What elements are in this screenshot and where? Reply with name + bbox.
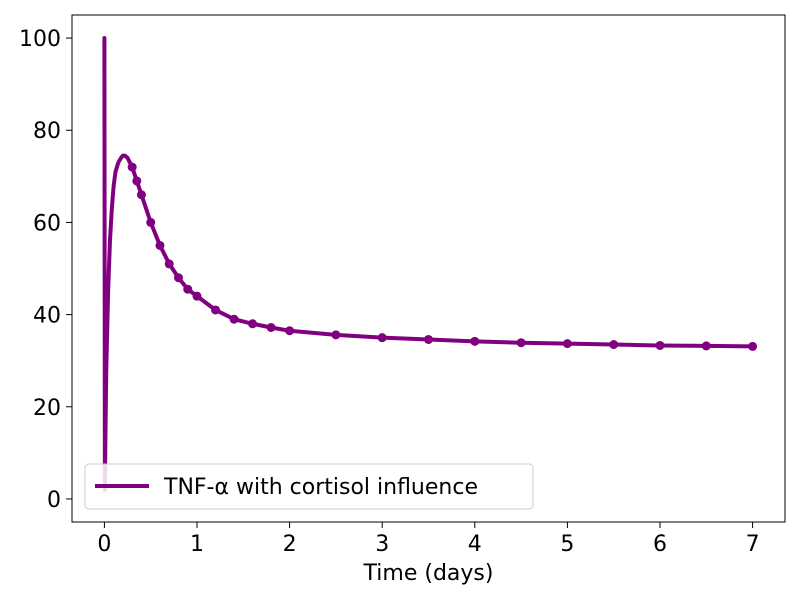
series-point	[146, 217, 156, 227]
plot-frame	[71, 14, 786, 523]
y-tick-label: 100	[19, 27, 61, 52]
series-point	[136, 190, 146, 200]
series-point	[192, 291, 202, 301]
series-point	[173, 273, 183, 283]
x-tick-label: 5	[560, 532, 574, 557]
series-point	[655, 340, 665, 350]
series-point	[155, 240, 165, 250]
y-tick-label: 20	[33, 396, 61, 421]
x-tick-label: 1	[190, 532, 204, 557]
x-tick-label: 3	[375, 532, 389, 557]
series-point	[748, 341, 758, 351]
y-axis: 0 20 40 60 80 100	[19, 27, 72, 513]
y-tick-label: 0	[47, 488, 61, 513]
series-point	[127, 162, 137, 172]
series-line	[102, 36, 755, 492]
x-tick-label: 6	[653, 532, 667, 557]
series-point	[266, 322, 276, 332]
series-point	[609, 340, 619, 350]
x-tick-label: 2	[283, 532, 297, 557]
series-point	[470, 336, 480, 346]
series-point	[183, 284, 193, 294]
series-point	[248, 319, 258, 329]
series-point	[285, 326, 295, 336]
series-point	[516, 338, 526, 348]
series-point	[229, 314, 239, 324]
x-tick-label: 7	[746, 532, 760, 557]
plot-background	[72, 15, 785, 522]
y-tick-label: 40	[33, 304, 61, 329]
series-layer	[102, 36, 758, 492]
series-point	[562, 339, 572, 349]
series-point	[331, 330, 341, 340]
series-point	[211, 305, 221, 315]
y-tick-label: 60	[33, 211, 61, 236]
x-axis-label: Time (days)	[363, 561, 494, 586]
legend-label: TNF-α with cortisol influence	[163, 475, 478, 500]
series-point	[701, 341, 711, 351]
series-point	[132, 176, 142, 186]
series-point	[164, 259, 174, 269]
x-tick-label: 0	[97, 532, 111, 557]
legend-box	[84, 463, 534, 510]
series-point	[424, 334, 433, 344]
x-tick-label: 4	[468, 532, 482, 557]
y-tick-label: 80	[33, 119, 61, 144]
x-axis: 0 1 2 3 4 5 6 7	[97, 522, 760, 557]
series-point	[377, 333, 387, 343]
legend: TNF-α with cortisol influence	[84, 463, 534, 510]
